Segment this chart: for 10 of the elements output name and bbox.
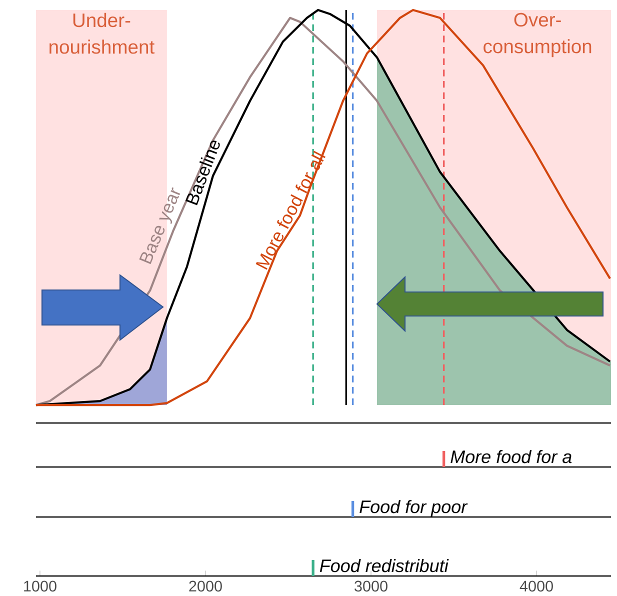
legend-label: Food for poor: [360, 500, 468, 517]
legend-label: Food redistributi: [320, 558, 449, 572]
legend-label: More food for a: [450, 450, 572, 464]
band-label: Over-consumption: [484, 12, 592, 58]
x-tick-label: 2000: [189, 580, 222, 592]
x-tick-label: 3000: [354, 580, 388, 592]
band-label: Under-nourishment: [50, 12, 154, 54]
text: Base year: [139, 187, 180, 264]
x-tick-label: 1000: [24, 580, 56, 592]
x-tick-label: 4000: [520, 580, 553, 592]
